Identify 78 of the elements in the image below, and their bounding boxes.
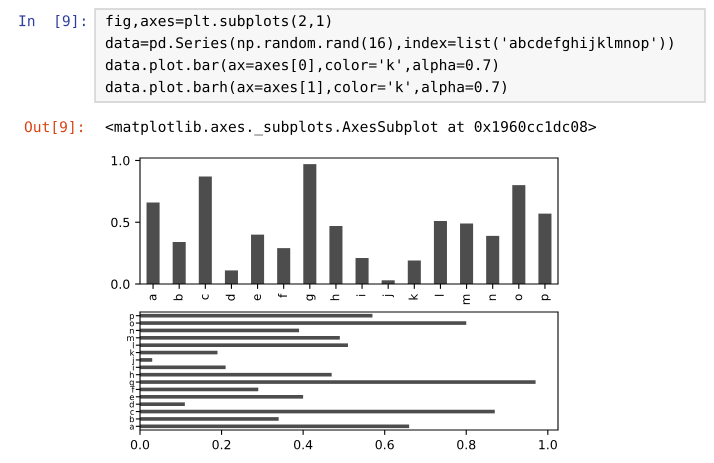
- y-tick-label: k: [130, 349, 134, 356]
- x-tick-label: c: [202, 294, 209, 300]
- y-tick-label: e: [130, 395, 134, 400]
- bar: [140, 380, 536, 384]
- bar: [140, 365, 226, 370]
- bar: [251, 234, 264, 284]
- bar: [486, 236, 500, 284]
- y-tick-label: m: [127, 336, 134, 341]
- y-tick-label: l: [132, 342, 134, 348]
- x-tick-label: g: [306, 294, 316, 301]
- bar: [356, 258, 369, 284]
- x-tick-label: 0.6: [376, 440, 394, 450]
- y-tick-label: g: [130, 380, 134, 387]
- bar: [140, 402, 185, 406]
- text: data.plot.barh(ax=axes[1],color='k',alpha=0.7): [106, 80, 506, 96]
- x-tick-label: b: [173, 294, 183, 300]
- bar: [140, 343, 348, 348]
- bar: [140, 336, 340, 340]
- text: data=pd.Series(np.random.rand(16),index=list('abcdefghijklmnop')): [106, 36, 673, 52]
- y-tick-label: i: [132, 364, 134, 370]
- bar: [434, 221, 447, 284]
- x-tick-label: 0.4: [294, 440, 312, 450]
- bar: [303, 164, 316, 284]
- bar: [512, 185, 526, 284]
- x-tick-label: 0.8: [457, 440, 476, 450]
- x-tick-label: d: [226, 294, 235, 301]
- y-tick-label: b: [130, 416, 134, 422]
- bar: [140, 314, 372, 318]
- y-tick-label: f: [132, 386, 135, 393]
- text: data.plot.bar(ax=axes[0],color='k',alpha=0.7): [106, 58, 498, 74]
- y-tick-label: d: [130, 401, 134, 408]
- x-tick-label: 1.0: [539, 440, 557, 450]
- bar: [408, 260, 421, 284]
- x-tick-label: i: [356, 294, 366, 296]
- text: Out[9]:: [24, 120, 82, 134]
- bar: [140, 424, 410, 428]
- bar: [538, 214, 552, 284]
- bar: [140, 388, 258, 392]
- bar: [329, 226, 342, 284]
- y-tick-label: o: [130, 322, 134, 326]
- bar: [140, 394, 304, 399]
- x-tick-label: 0.2: [212, 440, 230, 450]
- x-tick-label: n: [489, 294, 496, 300]
- text: <matplotlib.axes._subplots.AxesSubplot at 0x1960cc1dc08>: [106, 120, 596, 136]
- bar: [140, 321, 466, 325]
- y-tick-label: c: [130, 410, 134, 415]
- y-tick-label: 0.0: [111, 279, 130, 289]
- y-tick-label: a: [130, 424, 134, 430]
- y-tick-label: n: [130, 328, 134, 334]
- bar: [140, 410, 495, 414]
- bar: [172, 242, 186, 284]
- bar: [140, 417, 279, 421]
- bar: [140, 372, 332, 377]
- bar: [140, 328, 300, 332]
- y-tick-label: j: [132, 356, 134, 365]
- bar: [198, 176, 212, 284]
- x-tick-label: e: [254, 294, 261, 300]
- y-tick-label: h: [130, 372, 134, 378]
- x-tick-label: o: [515, 294, 522, 300]
- x-tick-label: j: [382, 294, 394, 298]
- bar: [140, 358, 152, 362]
- bar: [140, 350, 218, 354]
- bar: [146, 202, 160, 284]
- x-tick-label: k: [408, 294, 418, 300]
- x-tick-label: f: [278, 293, 287, 298]
- text: fig,axes=plt.subplots(2,1): [106, 14, 330, 30]
- y-tick-label: 0.5: [111, 218, 130, 228]
- y-tick-label: 1.0: [112, 156, 130, 166]
- x-tick-label: a: [150, 294, 156, 300]
- bar: [460, 223, 474, 284]
- x-tick-label: p: [542, 294, 551, 300]
- text: In [9]:: [19, 14, 85, 28]
- x-tick-label: h: [330, 294, 340, 300]
- bar: [277, 248, 290, 284]
- y-tick-label: p: [130, 314, 134, 321]
- x-tick-label: l: [434, 294, 444, 296]
- bar: [224, 270, 238, 284]
- x-tick-label: m: [463, 294, 470, 304]
